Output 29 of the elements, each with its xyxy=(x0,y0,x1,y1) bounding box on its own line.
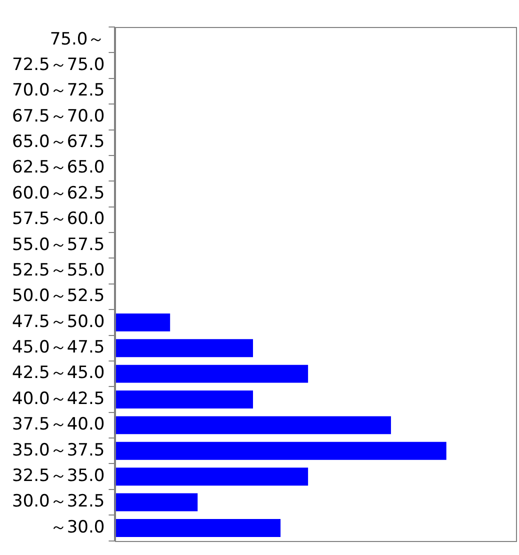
y-tick-label: 47.5～50.0 xyxy=(12,312,105,332)
bar xyxy=(114,518,281,537)
bar xyxy=(114,339,253,358)
y-tick-label: 35.0～37.5 xyxy=(12,440,105,460)
y-tick-label: 50.0～52.5 xyxy=(12,286,105,306)
bar xyxy=(114,442,446,460)
y-tick-label: 30.0～32.5 xyxy=(12,492,105,512)
y-tick-label: 72.5～75.0 xyxy=(12,54,105,75)
bar xyxy=(114,416,391,434)
y-tick-label: 57.5～60.0 xyxy=(12,209,105,230)
y-tick-label: 42.5～45.0 xyxy=(12,363,105,384)
y-tick-label: 67.5～70.0 xyxy=(12,106,105,126)
bar xyxy=(114,468,308,486)
y-tick-label: 60.0～62.5 xyxy=(12,183,105,204)
y-tick-label: 65.0～67.5 xyxy=(12,132,105,152)
y-tick-label: 62.5～65.0 xyxy=(12,158,105,178)
y-tick-label: 40.0～42.5 xyxy=(12,388,105,409)
y-tick-label: 55.0～57.5 xyxy=(12,234,105,255)
y-tick-label: 37.5～40.0 xyxy=(12,414,105,435)
y-tick-label: 32.5～35.0 xyxy=(12,466,105,486)
y-tick-label: 45.0～47.5 xyxy=(12,338,105,358)
bar xyxy=(114,493,198,512)
bar xyxy=(114,313,170,332)
y-tick-label: ～30.0 xyxy=(50,517,105,538)
y-tick-label: 52.5～55.0 xyxy=(12,260,105,280)
y-tick-label: 70.0～72.5 xyxy=(12,80,105,101)
bar xyxy=(114,364,308,383)
y-tick-label: 75.0～ xyxy=(50,29,105,50)
bar xyxy=(114,390,253,408)
